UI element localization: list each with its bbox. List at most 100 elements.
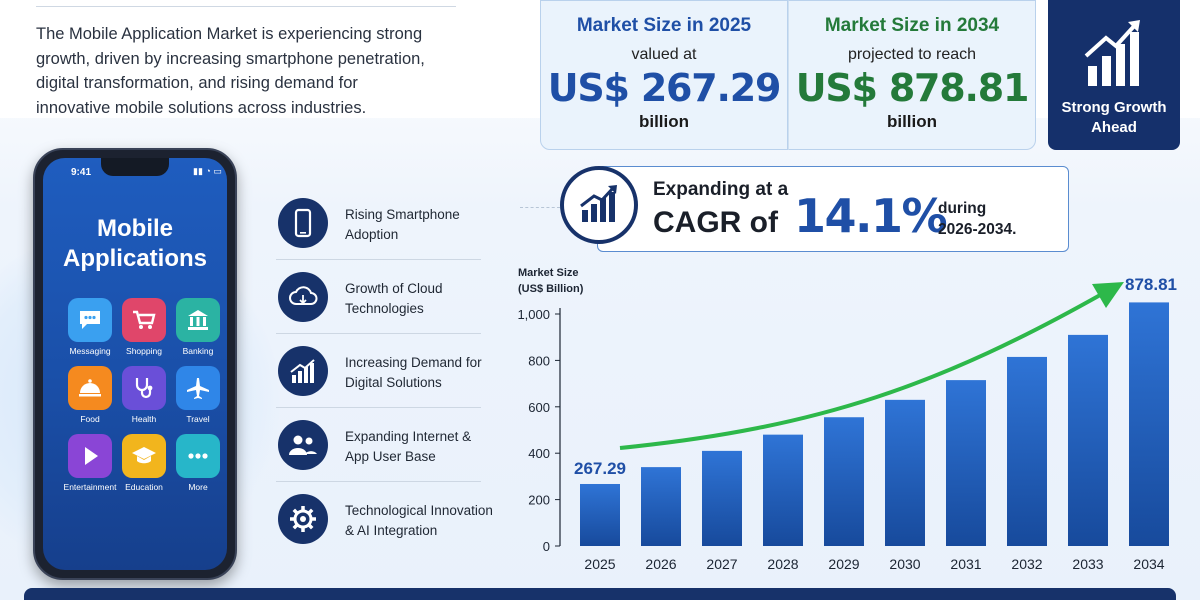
badge-line: Ahead	[1091, 119, 1137, 136]
smartphone-icon	[278, 198, 328, 248]
growth-factor-label: Technological Innovation & AI Integration	[345, 501, 495, 541]
cagr-period: 2026-2034.	[938, 221, 1017, 238]
card-title: Market Size in 2034	[824, 15, 1000, 36]
growth-factor-line: Adoption	[345, 227, 399, 242]
bar-2028	[763, 434, 803, 546]
growth-factor-line: Increasing Demand for	[345, 355, 482, 370]
cagr-value: 14.1%	[794, 189, 948, 243]
footer-bar	[24, 588, 1176, 600]
more-dots-icon	[176, 434, 220, 478]
bar-2031	[946, 380, 986, 546]
intro-line: The Mobile Application Market is experie…	[36, 25, 423, 43]
bar-2032	[1007, 356, 1047, 546]
growth-factor-line: & AI Integration	[345, 523, 438, 538]
y-tick-label: 200	[528, 493, 550, 508]
x-axis-labels: 2025 2026 2027 2028 2029 2030 2031 2032 2033 2034	[584, 556, 1164, 572]
app-travel: Travel	[171, 366, 225, 424]
x-tick-label: 2030	[889, 556, 920, 572]
cagr-during: during	[938, 200, 987, 217]
cagr-icon-circle	[560, 166, 638, 244]
growth-chart-icon	[580, 185, 617, 222]
intro-line: growth, driven by increasing smartphone …	[36, 49, 425, 68]
stethoscope-icon	[122, 366, 166, 410]
app-label: Travel	[186, 414, 210, 424]
factor-divider	[276, 407, 481, 408]
bar-chart-rising-icon	[1084, 20, 1140, 86]
y-axis-label-unit: (US$ Billion)	[518, 283, 584, 295]
market-size-2025-card: Market Size in 2025 valued at US$ 267.29…	[540, 0, 788, 150]
trend-arrow-head	[1092, 282, 1124, 308]
growth-factor-line: Growth of Cloud	[345, 281, 443, 296]
cagr-line2: CAGR of	[653, 206, 778, 239]
growth-factor-line: Technological Innovation	[345, 503, 493, 518]
market-size-bar-chart: Market Size (US$ Billion) 0 200 400 600 800 1…	[517, 267, 1177, 572]
badge-line: Strong Growth	[1061, 99, 1167, 116]
app-entertainment: Entertainment	[63, 434, 117, 492]
card-value: US$ 878.81	[795, 66, 1030, 110]
market-size-2034-card: Market Size in 2034 projected to reach U…	[788, 0, 1036, 150]
x-tick-label: 2034	[1133, 556, 1164, 572]
x-tick-label: 2031	[950, 556, 981, 572]
signal-icon: ▮▮ ◔ ▭	[193, 166, 222, 176]
airplane-icon	[176, 366, 220, 410]
app-label: Health	[131, 414, 157, 424]
bar-2025	[580, 483, 620, 546]
factor-divider	[276, 333, 481, 334]
y-tick-label: 1,000	[517, 307, 550, 322]
food-cloche-icon	[68, 366, 112, 410]
bar-2026	[641, 467, 681, 546]
x-tick-label: 2025	[584, 556, 615, 572]
card-unit: billion	[638, 112, 690, 131]
intro-text: The Mobile Application Market is experie…	[36, 22, 496, 120]
bar-2034	[1129, 302, 1169, 546]
y-tick-label: 800	[528, 353, 550, 368]
gear-icon	[278, 494, 328, 544]
growth-factor-item: Growth of Cloud Technologies	[276, 260, 491, 334]
data-label-last: 878.81	[1125, 275, 1177, 294]
x-tick-label: 2029	[828, 556, 859, 572]
app-label: Banking	[182, 346, 214, 356]
app-health: Health	[117, 366, 171, 424]
app-education: Education	[117, 434, 171, 492]
phone-title-line: Applications	[62, 245, 207, 272]
intro-divider	[36, 6, 456, 7]
app-more: More	[171, 434, 225, 492]
app-label: Food	[80, 414, 100, 424]
dashed-connector	[520, 207, 560, 208]
data-label-first: 267.29	[574, 459, 626, 478]
app-shopping: Shopping	[117, 298, 171, 356]
cloud-icon	[278, 272, 328, 322]
growth-factor-line: Digital Solutions	[345, 375, 442, 390]
phone-notch	[101, 158, 169, 176]
cagr-line1: Expanding at a	[653, 179, 789, 200]
y-axis-label: Market Size	[518, 267, 579, 279]
card-subtitle: projected to reach	[847, 46, 977, 63]
phone-title-line: Mobile	[97, 215, 173, 242]
app-banking: Banking	[171, 298, 225, 356]
growth-factor-item: Increasing Demand for Digital Solutions	[276, 334, 491, 408]
phone-title: Mobile Applications	[43, 214, 227, 274]
x-tick-label: 2032	[1011, 556, 1042, 572]
x-tick-label: 2033	[1072, 556, 1103, 572]
growth-factor-line: Rising Smartphone	[345, 207, 460, 222]
strong-growth-badge: Strong Growth Ahead	[1048, 0, 1180, 150]
bar-2030	[885, 399, 925, 546]
app-messaging: Messaging	[63, 298, 117, 356]
graduation-cap-icon	[122, 434, 166, 478]
play-icon	[68, 434, 112, 478]
growth-factor-label: Rising Smartphone Adoption	[345, 205, 495, 245]
app-label: Education	[125, 482, 163, 492]
growth-factor-line: Expanding Internet &	[345, 429, 472, 444]
app-label: More	[188, 482, 208, 492]
y-tick-label: 0	[543, 539, 550, 554]
growth-factor-label: Expanding Internet & App User Base	[345, 427, 495, 467]
app-grid: Messaging Shopping Banking Food Health Travel…	[63, 298, 225, 492]
phone-screen: 9:41 ▮▮ ◔ ▭ Mobile Applications Messagin…	[43, 158, 227, 570]
app-label: Shopping	[126, 346, 162, 356]
growth-chart-icon	[278, 346, 328, 396]
chat-bubble-icon	[68, 298, 112, 342]
card-value: US$ 267.29	[547, 66, 782, 110]
intro-panel: The Mobile Application Market is experie…	[0, 0, 520, 118]
cagr-box: Expanding at a CAGR of 14.1% during 2026…	[597, 166, 1069, 252]
y-tick-label: 600	[528, 400, 550, 415]
